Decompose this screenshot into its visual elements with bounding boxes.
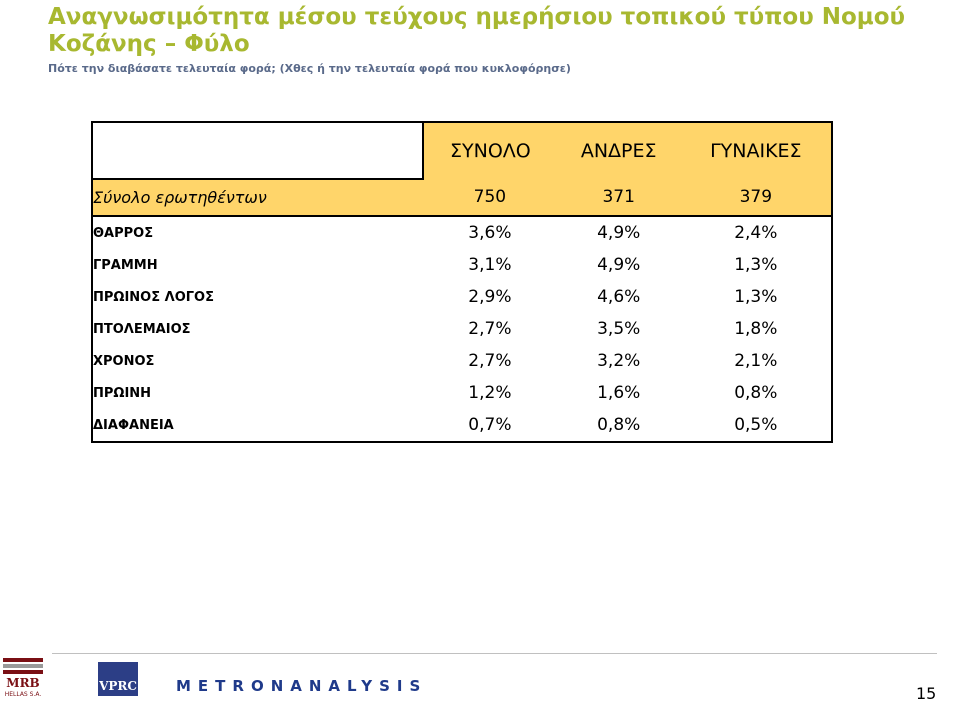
footer-divider	[52, 653, 937, 654]
total-value-all: 750	[423, 179, 557, 217]
page-number: 15	[916, 684, 937, 703]
readership-table: ΣΥΝΟΛΟ ΑΝΔΡΕΣ ΓΥΝΑΙΚΕΣ Σύνολο ερωτηθέντω…	[91, 121, 833, 443]
table-row: ΠΤΟΛΕΜΑΙΟΣ 2,7% 3,5% 1,8%	[92, 313, 832, 345]
cell-women: 0,8%	[734, 383, 778, 403]
vprc-logo: VPRC	[98, 662, 138, 696]
cell-women: 1,8%	[734, 319, 778, 339]
row-label: ΓΡΑΜΜΗ	[93, 257, 158, 273]
cell-women: 1,3%	[734, 255, 778, 275]
mrb-logo: MRB HELLAS S.A.	[3, 658, 43, 698]
cell-women: 1,3%	[734, 287, 778, 307]
total-value-men: 371	[556, 179, 681, 217]
column-header-men: ΑΝΔΡΕΣ	[556, 122, 681, 179]
table-header-row: ΣΥΝΟΛΟ ΑΝΔΡΕΣ ΓΥΝΑΙΚΕΣ	[91, 121, 832, 180]
row-label: ΠΡΩΙΝΟΣ ΛΟΓΟΣ	[93, 289, 214, 305]
page-subtitle: Πότε την διαβάσατε τελευταία φορά; (Χθες…	[48, 62, 571, 75]
total-value-women: 379	[680, 179, 832, 217]
cell-total: 2,7%	[468, 319, 512, 339]
row-label: ΔΙΑΦΑΝΕΙΑ	[93, 417, 174, 433]
cell-women: 2,1%	[734, 351, 778, 371]
vprc-logo-text: VPRC	[99, 679, 137, 693]
row-label: ΠΤΟΛΕΜΑΙΟΣ	[93, 321, 191, 337]
cell-total: 1,2%	[468, 383, 512, 403]
table-row: ΠΡΩΙΝΟΣ ΛΟΓΟΣ 2,9% 4,6% 1,3%	[92, 281, 832, 313]
row-label: ΘΑΡΡΟΣ	[93, 225, 154, 241]
table-row: ΠΡΩΙΝΗ 1,2% 1,6% 0,8%	[92, 377, 832, 409]
table-total-row: Σύνολο ερωτηθέντων 750 371 379	[92, 179, 832, 217]
cell-men: 4,6%	[597, 287, 641, 307]
cell-men: 3,2%	[597, 351, 641, 371]
mrb-logo-text: MRB	[6, 676, 39, 690]
metronanalysis-logo-text: METRONANALYSIS	[176, 677, 428, 695]
total-row-label: Σύνολο ερωτηθέντων	[92, 179, 423, 217]
metronanalysis-logo: METRONANALYSIS	[176, 677, 427, 695]
cell-women: 0,5%	[734, 415, 778, 435]
row-label: ΠΡΩΙΝΗ	[93, 385, 152, 401]
column-header-total: ΣΥΝΟΛΟ	[423, 122, 557, 179]
table-corner-cell	[91, 121, 424, 180]
page-title: Αναγνωσιμότητα μέσου τεύχους ημερήσιου τ…	[48, 4, 906, 57]
cell-total: 2,9%	[468, 287, 512, 307]
cell-men: 3,5%	[597, 319, 641, 339]
row-label: ΧΡΟΝΟΣ	[93, 353, 155, 369]
cell-total: 2,7%	[468, 351, 512, 371]
table-row: ΓΡΑΜΜΗ 3,1% 4,9% 1,3%	[92, 249, 832, 281]
cell-total: 0,7%	[468, 415, 512, 435]
cell-men: 4,9%	[597, 255, 641, 275]
table-row: ΧΡΟΝΟΣ 2,7% 3,2% 2,1%	[92, 345, 832, 377]
cell-men: 0,8%	[597, 415, 641, 435]
cell-total: 3,6%	[468, 223, 512, 243]
cell-men: 1,6%	[597, 383, 641, 403]
cell-men: 4,9%	[597, 223, 641, 243]
table-row: ΔΙΑΦΑΝΕΙΑ 0,7% 0,8% 0,5%	[92, 409, 832, 442]
cell-total: 3,1%	[468, 255, 512, 275]
mrb-logo-subtext: HELLAS S.A.	[5, 691, 42, 698]
cell-women: 2,4%	[734, 223, 778, 243]
column-header-women: ΓΥΝΑΙΚΕΣ	[680, 122, 832, 179]
table-row: ΘΑΡΡΟΣ 3,6% 4,9% 2,4%	[92, 216, 832, 249]
